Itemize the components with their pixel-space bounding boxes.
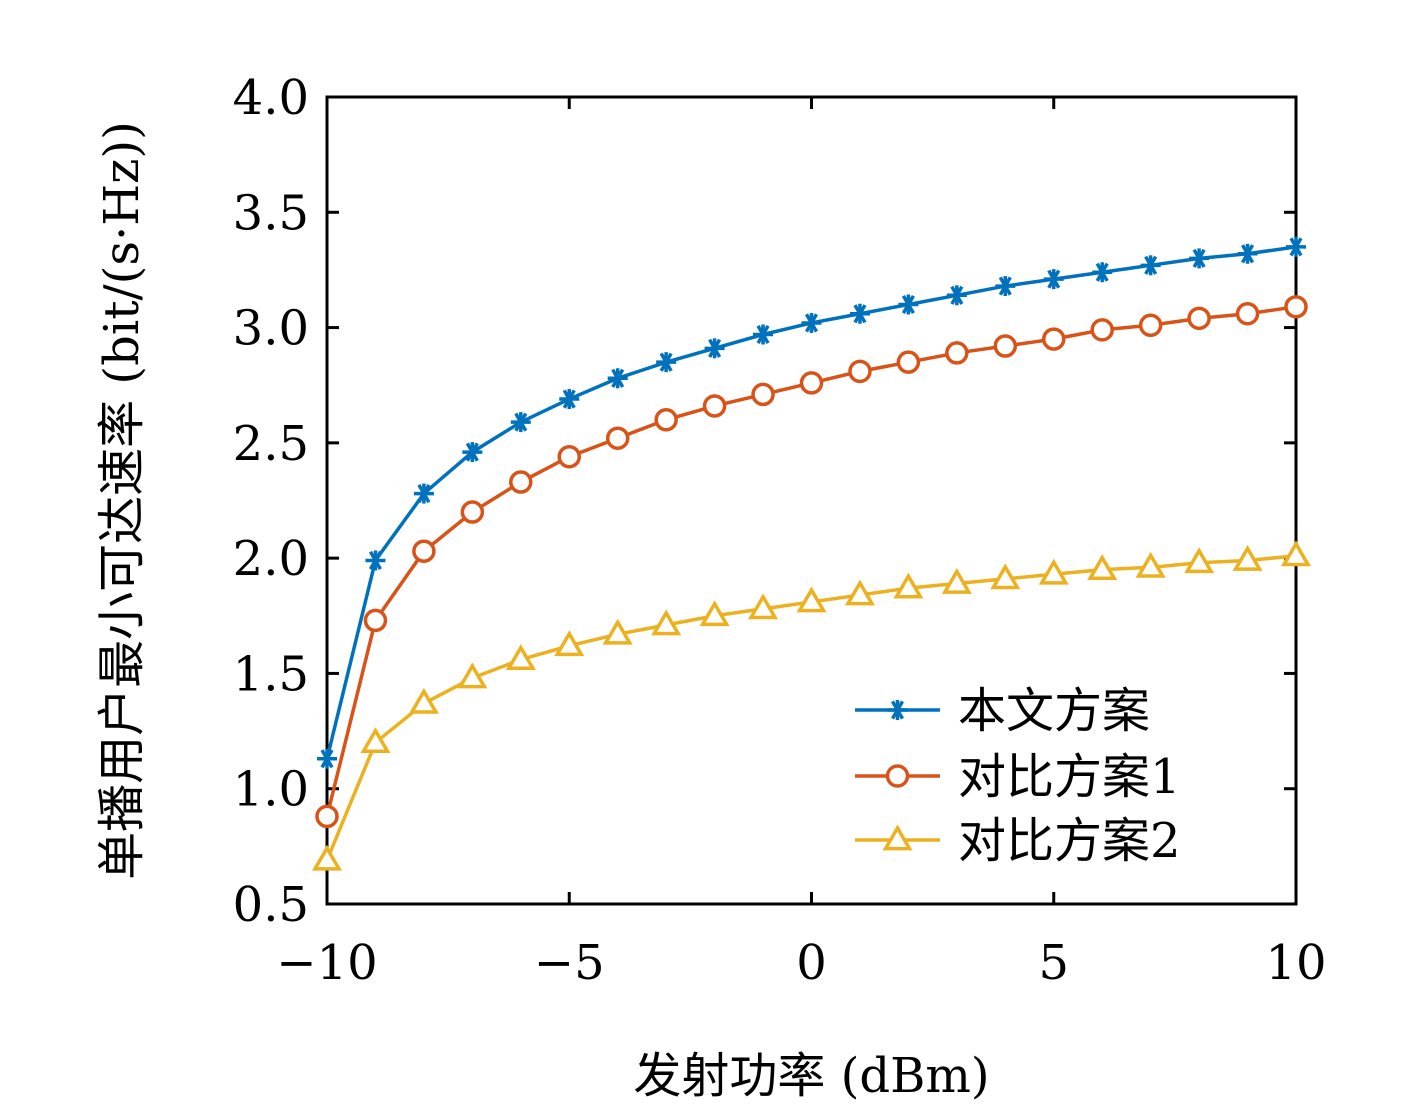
y-tick-label: 4.0	[233, 70, 309, 126]
data-point	[995, 276, 1016, 297]
data-point	[801, 312, 822, 333]
data-point	[702, 394, 727, 418]
y-axis-label: 单播用户最小可达速率 (bit/(s·Hz))	[94, 121, 150, 880]
data-point	[607, 368, 628, 389]
legend-label: 对比方案1	[958, 749, 1181, 805]
data-point	[510, 412, 531, 433]
data-point	[848, 359, 872, 384]
x-tick-label: −10	[276, 935, 377, 991]
data-point	[654, 408, 678, 432]
data-point	[990, 563, 1021, 590]
data-point	[945, 341, 969, 365]
y-tick-label: 0.5	[233, 877, 309, 933]
data-point	[1087, 554, 1118, 581]
data-point	[748, 593, 779, 620]
legend-item: 本文方案	[855, 683, 1150, 739]
data-point	[1140, 255, 1161, 276]
data-point	[462, 442, 483, 463]
data-point	[317, 748, 337, 769]
data-point	[1042, 327, 1066, 351]
data-point	[509, 470, 533, 494]
legend-label: 本文方案	[958, 683, 1150, 739]
data-point	[1237, 243, 1258, 264]
data-point	[1038, 558, 1069, 585]
data-point	[1235, 301, 1260, 326]
data-point	[704, 338, 725, 359]
data-point	[651, 609, 682, 636]
x-axis-label: 发射功率 (dBm)	[633, 1048, 989, 1104]
data-point	[363, 608, 388, 633]
y-tick-label: 1.0	[233, 762, 309, 818]
data-point	[460, 500, 485, 524]
data-point	[559, 389, 580, 410]
series-group	[311, 236, 1312, 871]
data-point	[365, 550, 386, 571]
legend-marker	[887, 700, 908, 720]
axes: −10 −5 0 5 10 0.5 1.0 1.5 2.0 2.5 3.0 3.5 4.0	[233, 70, 1327, 991]
data-point	[408, 687, 439, 714]
data-point	[457, 662, 488, 689]
x-tick-label: 0	[796, 935, 827, 991]
data-point	[941, 568, 972, 594]
data-point	[1187, 306, 1211, 331]
x-tick-label: 5	[1038, 935, 1069, 991]
data-point	[315, 804, 339, 829]
x-tick-label: 10	[1265, 935, 1326, 991]
data-point	[1284, 295, 1308, 319]
data-point	[602, 618, 633, 645]
data-point	[360, 727, 391, 753]
data-point	[1184, 547, 1215, 574]
data-point	[554, 630, 585, 657]
data-point	[1286, 236, 1306, 257]
data-point	[946, 285, 967, 306]
data-point	[799, 371, 824, 395]
y-tick-label: 1.5	[233, 646, 309, 702]
series-2	[315, 295, 1308, 829]
data-point	[605, 426, 630, 450]
data-point	[1189, 248, 1210, 269]
y-tick-label: 2.5	[233, 416, 309, 472]
data-point	[557, 444, 581, 469]
y-tick-label: 3.5	[233, 185, 309, 241]
data-point	[896, 350, 921, 374]
legend-marker	[882, 824, 913, 851]
legend-item: 对比方案2	[855, 813, 1181, 869]
y-tick-label: 3.0	[233, 301, 309, 357]
data-point	[893, 572, 924, 599]
data-point	[898, 294, 919, 315]
data-point	[993, 334, 1018, 358]
x-tick-label: −5	[534, 935, 605, 991]
series-1	[317, 236, 1306, 769]
data-point	[796, 586, 827, 613]
data-point	[1092, 262, 1113, 283]
data-point	[751, 382, 775, 407]
data-point	[753, 324, 774, 345]
data-point	[1232, 544, 1263, 571]
data-point	[849, 303, 870, 324]
data-point	[413, 483, 434, 504]
data-point	[1138, 313, 1163, 338]
data-point	[1043, 269, 1064, 290]
data-point	[505, 644, 536, 670]
legend-label: 对比方案2	[958, 813, 1181, 869]
data-point	[311, 844, 343, 871]
series-3	[311, 540, 1312, 871]
data-point	[1280, 540, 1312, 567]
data-point	[1135, 551, 1166, 578]
legend-marker	[885, 764, 910, 788]
legend-item: 对比方案1	[855, 749, 1181, 805]
data-point	[412, 539, 436, 563]
y-tick-label: 2.0	[233, 531, 309, 587]
data-point	[844, 579, 875, 606]
data-point	[1090, 318, 1114, 342]
data-point	[699, 600, 730, 627]
data-point	[656, 352, 677, 373]
